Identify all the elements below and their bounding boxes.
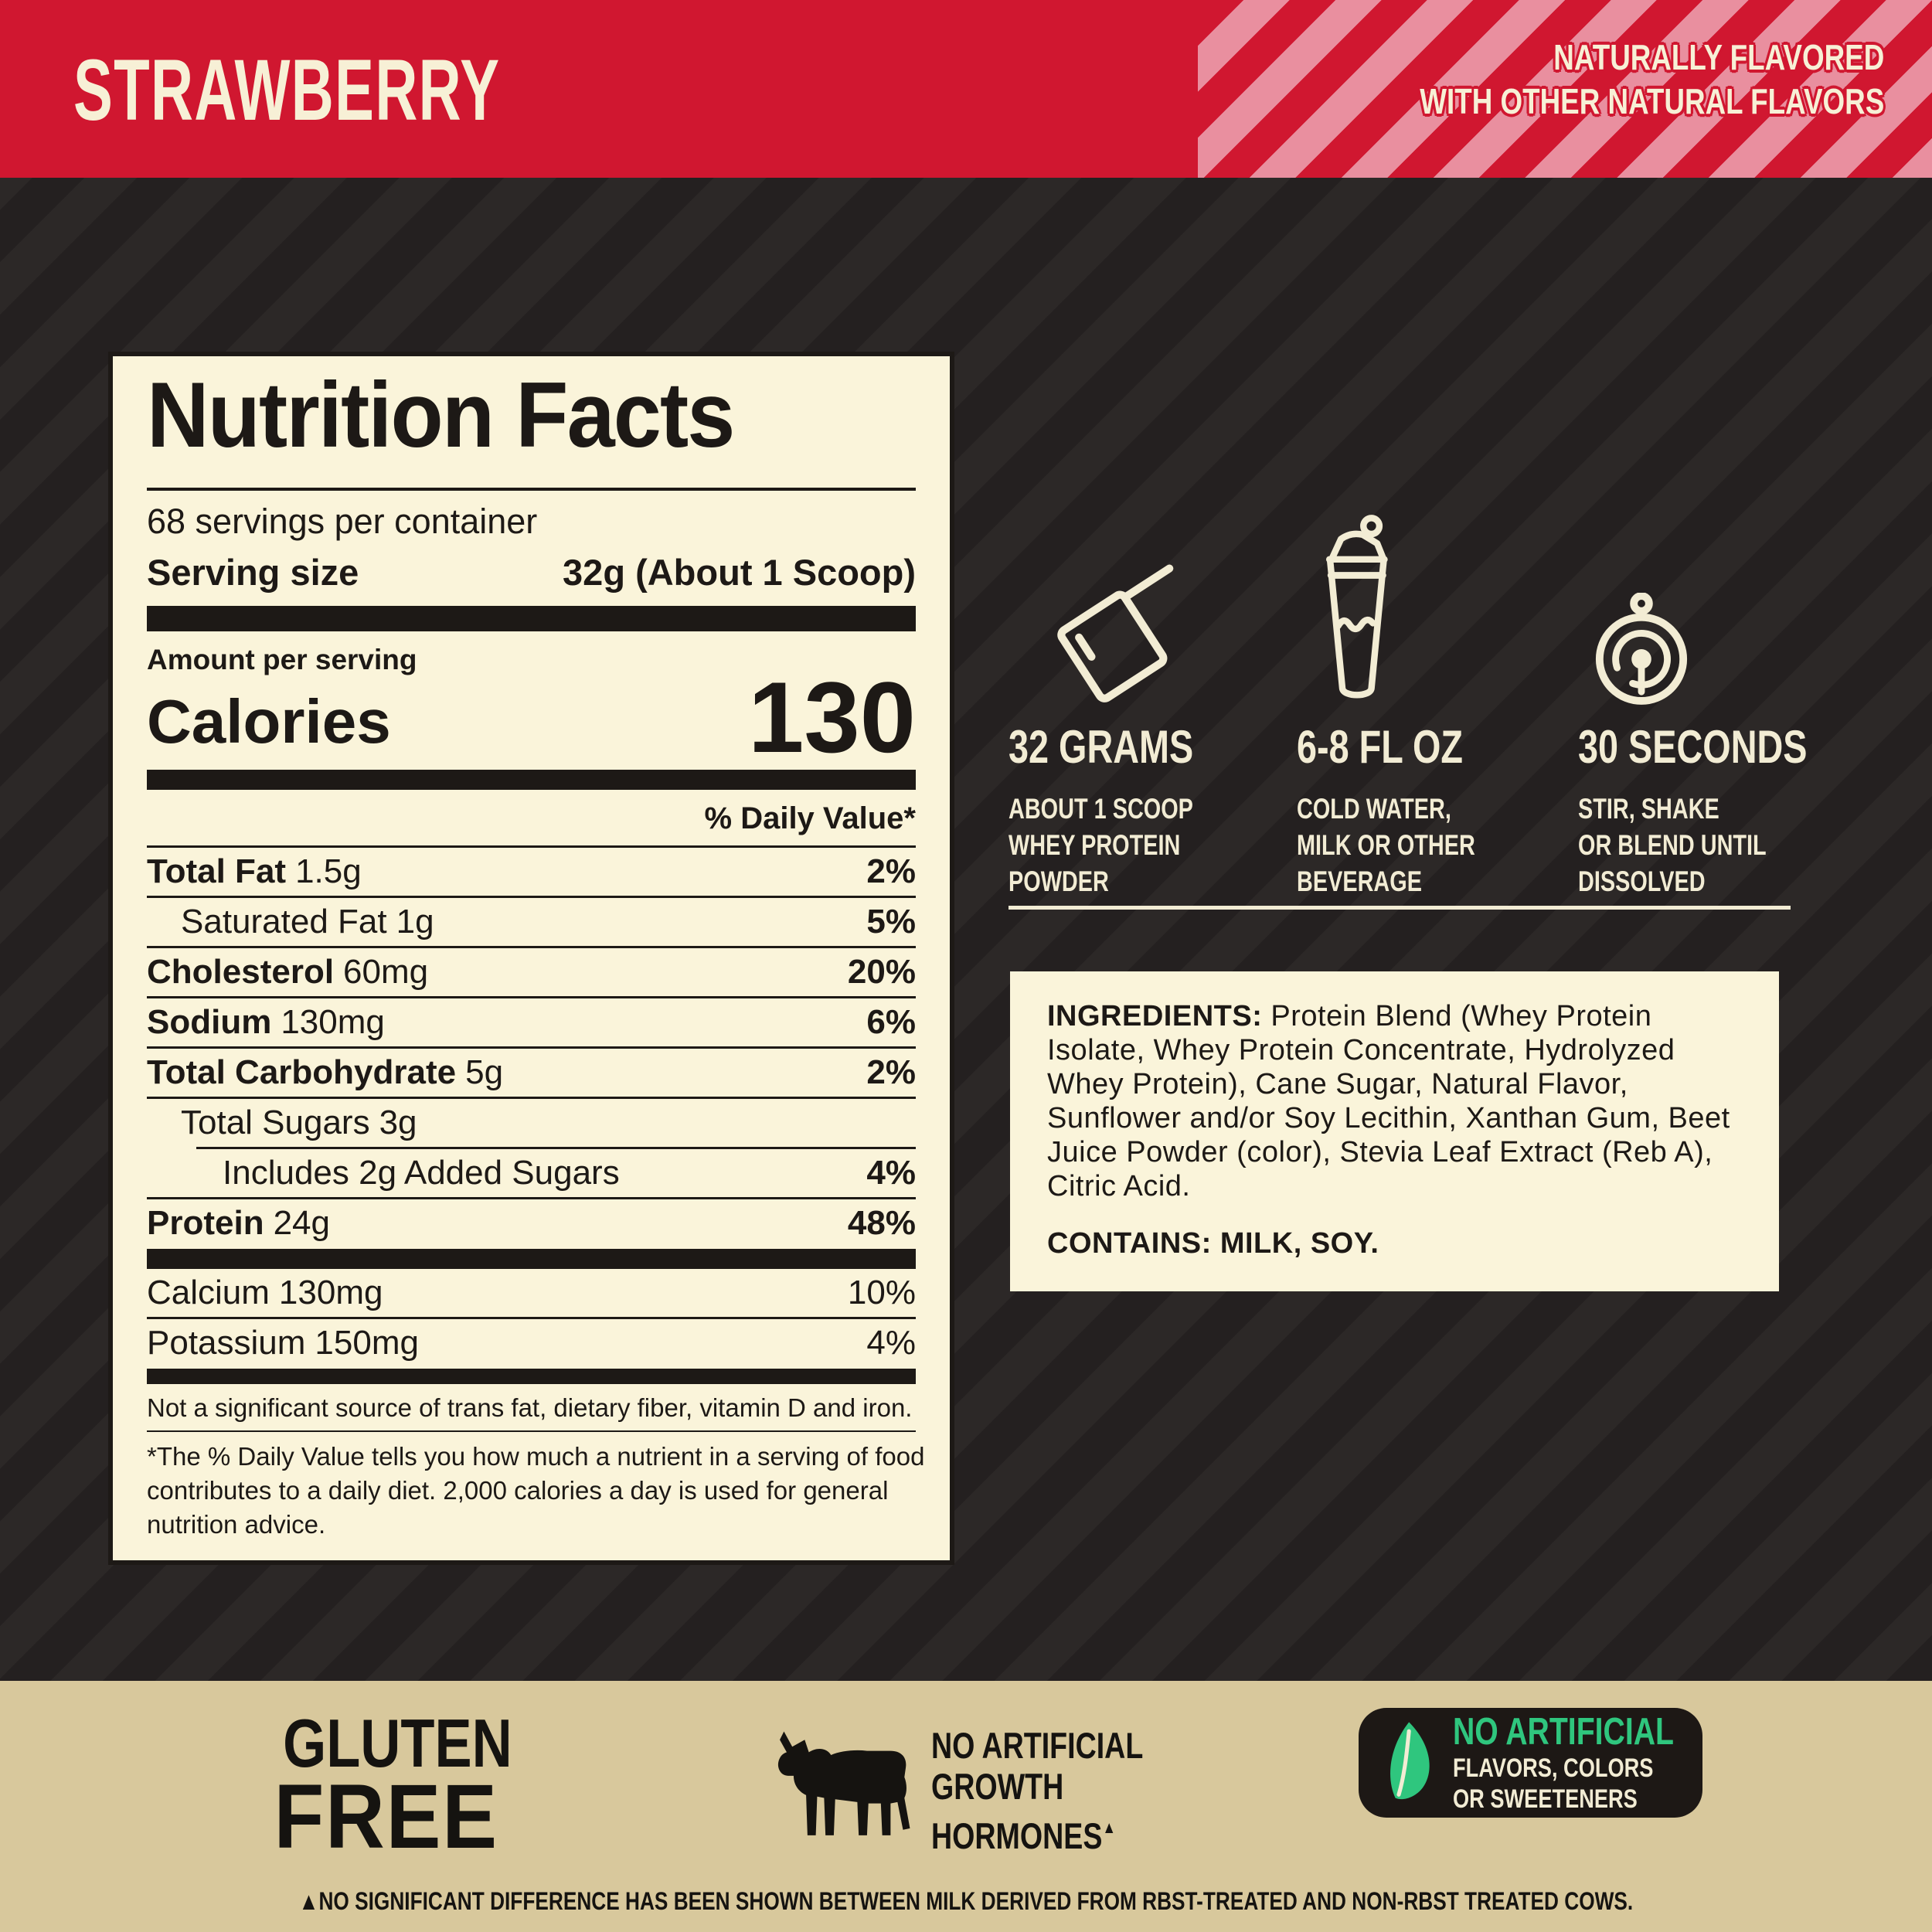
- nutrient-name-amount: Saturated Fat 1g: [181, 902, 434, 940]
- separator: [147, 1096, 916, 1099]
- scoop-icon: [1009, 541, 1279, 707]
- not-significant-note: Not a significant source of trans fat, d…: [147, 1393, 913, 1422]
- nutrient-name-amount: Sodium 130mg: [147, 1002, 385, 1041]
- step-description: COLD WATER, MILK OR OTHER BEVERAGE: [1297, 793, 1475, 897]
- separator: [147, 945, 916, 948]
- separator: [147, 1430, 916, 1432]
- section-divider: [1009, 906, 1791, 910]
- timer-icon: [1578, 541, 1849, 707]
- step-description: ABOUT 1 SCOOP WHEY PROTEIN POWDER: [1009, 793, 1193, 897]
- calories-value: 130: [748, 661, 916, 774]
- ingredients-label: INGREDIENTS:: [1047, 1000, 1263, 1032]
- nutrient-name-amount: Total Carbohydrate 5g: [147, 1053, 504, 1091]
- daily-value-footnote: *The % Daily Value tells you how much a …: [147, 1441, 925, 1539]
- nutrient-row-added-sugars: Includes 2g Added Sugars 4%: [147, 1149, 916, 1197]
- footnote-triangle: ▲: [1102, 1818, 1116, 1837]
- no-growth-hormones-claim: NO ARTIFICIAL GROWTH HORMONES▲: [931, 1725, 1144, 1856]
- daily-value: 2%: [866, 852, 916, 890]
- nutrient-name-amount: Protein 24g: [147, 1203, 330, 1242]
- nutrient-row-cholesterol: Cholesterol 60mg 20%: [147, 948, 916, 996]
- nutrient-name-amount: Total Sugars 3g: [181, 1103, 417, 1141]
- calories-row: Calories 130: [147, 661, 916, 774]
- daily-value: 5%: [866, 902, 916, 940]
- separator: [147, 845, 916, 848]
- thick-bar: [147, 606, 916, 631]
- nutrient-row-protein: Protein 24g 48%: [147, 1199, 916, 1247]
- servings-per-container: 68 servings per container: [147, 502, 538, 541]
- leaf-icon: [1376, 1719, 1439, 1808]
- serving-size-row: Serving size 32g (About 1 Scoop): [147, 551, 916, 594]
- separator-indented: [196, 1146, 916, 1149]
- shaker-bottle-icon: [1297, 515, 1567, 707]
- nutrition-facts-panel: Nutrition Facts 68 servings per containe…: [108, 352, 954, 1565]
- nutrient-name-amount: Cholesterol 60mg: [147, 952, 429, 991]
- separator: [147, 1196, 916, 1199]
- naturally-flavored-note: NATURALLY FLAVORED WITH OTHER NATURAL FL…: [1304, 36, 1884, 124]
- daily-value-header: % Daily Value*: [704, 801, 916, 835]
- daily-value: 6%: [866, 1002, 916, 1041]
- nutrient-row-total-fat: Total Fat 1.5g 2%: [147, 848, 916, 896]
- daily-value: 4%: [866, 1323, 916, 1362]
- thick-bar: [147, 769, 916, 790]
- rule: [147, 488, 916, 491]
- direction-step-scoop: 32 GRAMS ABOUT 1 SCOOP WHEY PROTEIN POWD…: [1009, 541, 1279, 900]
- serving-size-value: 32g (About 1 Scoop): [563, 552, 916, 593]
- separator: [147, 895, 916, 898]
- amount-per-serving-label: Amount per serving: [147, 644, 417, 675]
- nutrition-facts-title: Nutrition Facts: [147, 363, 735, 467]
- nutrient-name-amount: Calcium 130mg: [147, 1273, 383, 1311]
- note-line: WITH OTHER NATURAL FLAVORS: [1419, 81, 1884, 121]
- ingredients-body: Protein Blend (Whey Protein Isolate, Whe…: [1047, 1000, 1730, 1202]
- mineral-row-calcium: Calcium 130mg 10%: [147, 1269, 916, 1317]
- separator: [147, 995, 916, 998]
- flavor-name: STRAWBERRY: [73, 42, 501, 138]
- nutrient-row-total-carbohydrate: Total Carbohydrate 5g 2%: [147, 1049, 916, 1097]
- separator: [147, 1046, 916, 1049]
- daily-value: 4%: [866, 1153, 916, 1192]
- nutrient-name-amount: Potassium 150mg: [147, 1323, 419, 1362]
- nutrient-name-amount: Includes 2g Added Sugars: [223, 1153, 620, 1192]
- no-artificial-badge: NO ARTIFICIAL FLAVORS, COLORS OR SWEETEN…: [1359, 1708, 1702, 1818]
- thick-bar: [147, 1368, 916, 1384]
- ingredients-box: INGREDIENTS: Protein Blend (Whey Protein…: [1010, 971, 1779, 1291]
- daily-value: 10%: [847, 1273, 916, 1311]
- serving-size-label: Serving size: [147, 552, 359, 593]
- separator: [147, 1316, 916, 1319]
- flavor-banner: STRAWBERRY NATURALLY FLAVORED WITH OTHER…: [0, 0, 1932, 178]
- ingredients-text: INGREDIENTS: Protein Blend (Whey Protein…: [1047, 999, 1742, 1203]
- mineral-row-potassium: Potassium 150mg 4%: [147, 1319, 916, 1367]
- direction-step-liquid: 6-8 FL OZ COLD WATER, MILK OR OTHER BEVE…: [1297, 515, 1567, 900]
- diagonal-stripes-decoration: [1198, 0, 1932, 178]
- daily-value: 48%: [847, 1203, 916, 1242]
- rbst-disclaimer: ▲NO SIGNIFICANT DIFFERENCE HAS BEEN SHOW…: [298, 1887, 1634, 1915]
- nutrient-row-sodium: Sodium 130mg 6%: [147, 998, 916, 1046]
- note-line: NATURALLY FLAVORED: [1553, 37, 1884, 77]
- calories-label: Calories: [147, 686, 391, 756]
- thick-bar: [147, 1248, 916, 1269]
- gluten-free-claim: GLUTEN FREE: [274, 1705, 512, 1868]
- cow-icon: [753, 1717, 920, 1856]
- step-heading: 30 SECONDS: [1578, 721, 1808, 773]
- step-heading: 6-8 FL OZ: [1297, 721, 1463, 773]
- nutrient-row-saturated-fat: Saturated Fat 1g 5%: [147, 898, 916, 946]
- nutrient-row-total-sugars: Total Sugars 3g: [147, 1099, 916, 1147]
- daily-value: 2%: [866, 1053, 916, 1091]
- step-description: STIR, SHAKE OR BLEND UNTIL DISSOLVED: [1578, 793, 1767, 897]
- contains-statement: CONTAINS: MILK, SOY.: [1047, 1227, 1379, 1260]
- nutrient-name-amount: Total Fat 1.5g: [147, 852, 362, 890]
- step-heading: 32 GRAMS: [1009, 721, 1194, 773]
- badge-text: NO ARTIFICIAL FLAVORS, COLORS OR SWEETEN…: [1453, 1711, 1674, 1814]
- direction-step-time: 30 SECONDS STIR, SHAKE OR BLEND UNTIL DI…: [1578, 541, 1849, 900]
- daily-value: 20%: [847, 952, 916, 991]
